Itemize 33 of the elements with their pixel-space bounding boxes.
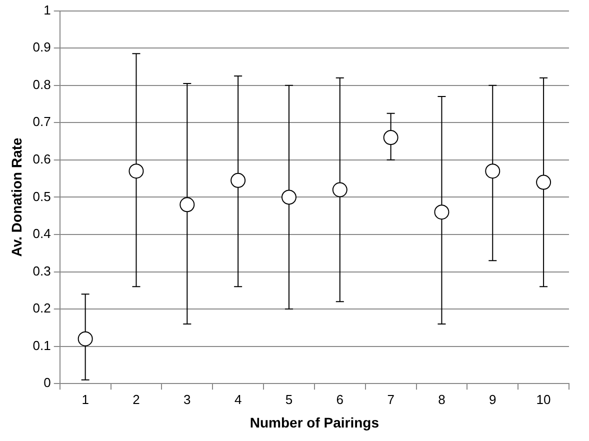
x-axis-title: Number of Pairings: [250, 414, 380, 430]
y-tick-label: 0.3: [32, 263, 51, 278]
x-tick-label: 2: [132, 392, 140, 407]
x-tick-label: 9: [489, 392, 496, 407]
y-axis-title: Av. Donation Rate: [8, 137, 24, 257]
point: [536, 174, 552, 190]
x-tick-label: 4: [234, 392, 242, 407]
point: [332, 182, 348, 198]
point: [128, 164, 144, 179]
point: [383, 130, 398, 146]
x-tick-label: 8: [438, 392, 446, 407]
y-tick-label: 0: [44, 375, 51, 390]
point: [78, 331, 93, 346]
x-tick-label: 10: [536, 392, 551, 407]
y-tick-label: 0.4: [32, 226, 51, 242]
y-tick-label: 0.8: [32, 76, 51, 92]
y-tick-label: 0.9: [32, 40, 51, 55]
point: [281, 190, 296, 205]
y-tick-label: 0.7: [32, 114, 51, 130]
x-tick-label: 5: [285, 392, 293, 407]
y-tick-label: 0.2: [32, 300, 51, 316]
y-tick-label: 0.6: [32, 152, 51, 166]
x-tick-label: 1: [82, 392, 89, 407]
point: [485, 164, 500, 179]
point: [230, 172, 246, 188]
y-tick-label: 1: [44, 2, 51, 18]
point: [434, 204, 450, 220]
x-tick-label: 6: [336, 392, 344, 407]
x-tick-label: 7: [387, 392, 394, 407]
x-tick-label: 3: [184, 392, 191, 407]
y-tick-label: 0.5: [32, 188, 51, 204]
y-tick-label: 0.1: [32, 338, 51, 353]
point: [180, 197, 195, 212]
